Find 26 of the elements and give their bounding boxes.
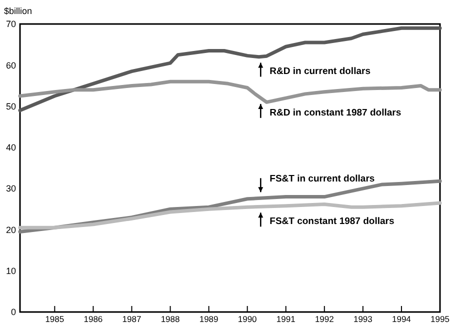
x-tick-label: 1993 (353, 314, 373, 324)
series-label: FS&T constant 1987 dollars (270, 216, 394, 227)
x-tick-label: 1995 (430, 314, 450, 324)
line-series (18, 80, 442, 104)
x-tick-label: 1987 (122, 314, 142, 324)
x-tick-label: 1992 (314, 314, 334, 324)
series-label: R&D in constant 1987 dollars (270, 107, 402, 118)
line-series (18, 201, 442, 230)
y-tick-label: 20 (6, 224, 16, 235)
y-tick-label: 70 (6, 19, 16, 30)
x-tick-label: 1986 (84, 314, 103, 324)
x-tick-label: 1985 (45, 314, 64, 324)
series-label: FS&T in current dollars (270, 173, 375, 184)
x-tick-label: 1988 (160, 314, 180, 324)
y-tick-label: 0 (10, 307, 16, 318)
y-tick-label: 30 (6, 184, 16, 194)
y-tick-label: 10 (6, 266, 16, 276)
x-tick-label: 1990 (238, 314, 258, 324)
x-tick-label: 1989 (199, 314, 219, 324)
y-tick-label: 40 (6, 142, 16, 153)
y-tick-label: 60 (6, 60, 16, 70)
x-tick-label: 1994 (392, 314, 412, 324)
y-axis-title: $billion (4, 6, 32, 16)
y-tick-label: 50 (6, 101, 16, 112)
series-label: R&D in current dollars (270, 66, 370, 78)
x-tick-label: 1991 (276, 314, 296, 324)
